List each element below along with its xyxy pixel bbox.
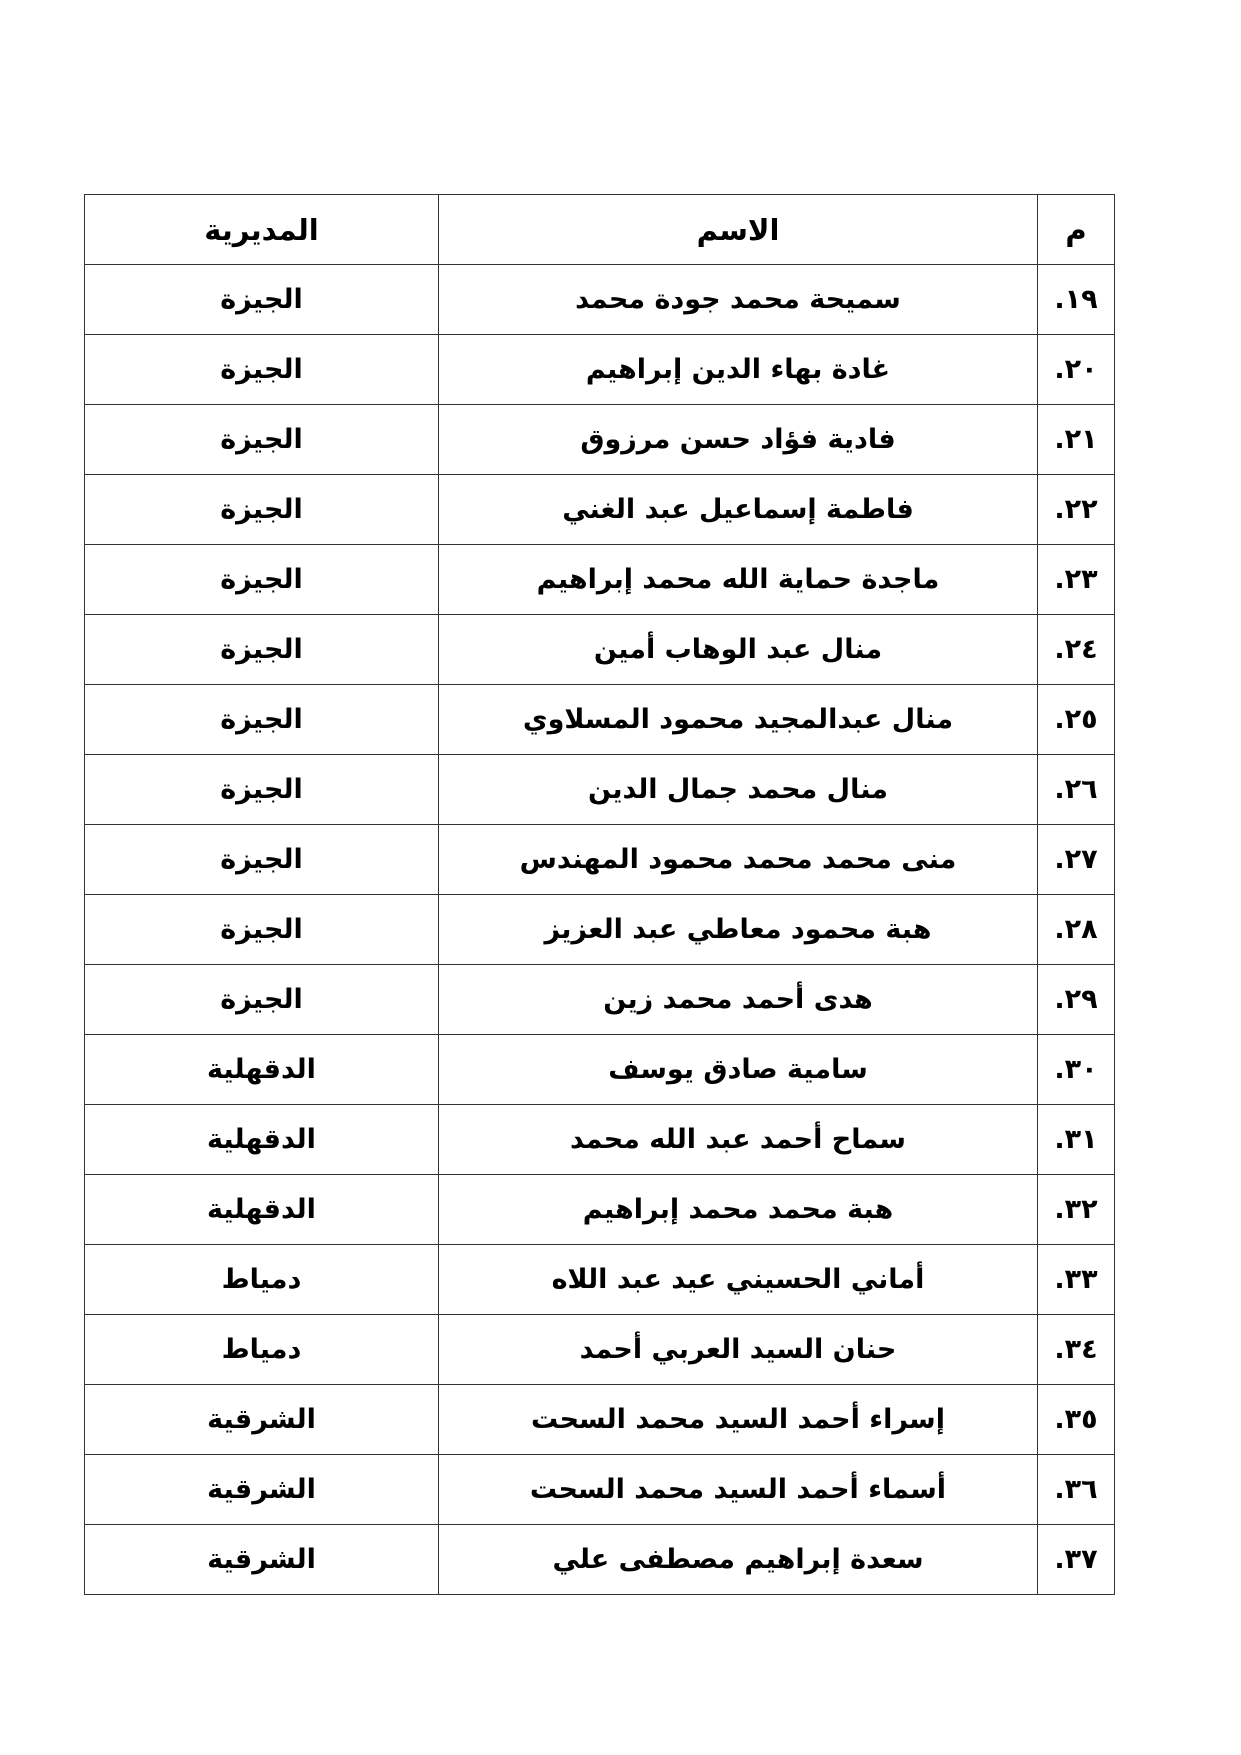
row-name: أماني الحسيني عيد عبد اللاه	[438, 1244, 1038, 1315]
table-row: ٢٣. ماجدة حماية الله محمد إبراهيم الجيزة	[84, 544, 1115, 615]
row-directorate: الشرقية	[84, 1384, 439, 1455]
row-directorate: الجيزة	[84, 334, 439, 405]
row-directorate: الجيزة	[84, 684, 439, 755]
row-name: غادة بهاء الدين إبراهيم	[438, 334, 1038, 405]
header-num: م	[1037, 194, 1115, 265]
row-directorate: الجيزة	[84, 964, 439, 1035]
row-number: ٣٦.	[1037, 1454, 1115, 1525]
row-name: منى محمد محمد محمود المهندس	[438, 824, 1038, 895]
table-row: ٢٤. منال عبد الوهاب أمين الجيزة	[84, 614, 1115, 685]
row-name: منال محمد جمال الدين	[438, 754, 1038, 825]
row-name: فادية فؤاد حسن مرزوق	[438, 404, 1038, 475]
table-row: ٣٣. أماني الحسيني عيد عبد اللاه دمياط	[84, 1244, 1115, 1315]
table-row: ٣٤. حنان السيد العربي أحمد دمياط	[84, 1314, 1115, 1385]
row-number: ٣٢.	[1037, 1174, 1115, 1245]
row-name: ماجدة حماية الله محمد إبراهيم	[438, 544, 1038, 615]
row-name: هبة محمود معاطي عبد العزيز	[438, 894, 1038, 965]
row-name: هدى أحمد محمد زين	[438, 964, 1038, 1035]
row-number: ٣٠.	[1037, 1034, 1115, 1105]
row-number: ٢٢.	[1037, 474, 1115, 545]
row-number: ٢١.	[1037, 404, 1115, 475]
row-number: ٢٠.	[1037, 334, 1115, 405]
row-directorate: الجيزة	[84, 544, 439, 615]
row-name: سماح أحمد عبد الله محمد	[438, 1104, 1038, 1175]
row-name: هبة محمد محمد إبراهيم	[438, 1174, 1038, 1245]
table-row: ٢٧. منى محمد محمد محمود المهندس الجيزة	[84, 824, 1115, 895]
row-name: إسراء أحمد السيد محمد السحت	[438, 1384, 1038, 1455]
row-directorate: الدقهلية	[84, 1174, 439, 1245]
row-number: ٢٦.	[1037, 754, 1115, 825]
row-number: ٢٤.	[1037, 614, 1115, 685]
table-row: ٢٩. هدى أحمد محمد زين الجيزة	[84, 964, 1115, 1035]
row-directorate: الجيزة	[84, 264, 439, 335]
row-directorate: الجيزة	[84, 824, 439, 895]
row-number: ٣٥.	[1037, 1384, 1115, 1455]
row-name: أسماء أحمد السيد محمد السحت	[438, 1454, 1038, 1525]
header-row: م الاسم المديرية	[84, 194, 1115, 265]
table-row: ٣٧. سعدة إبراهيم مصطفى علي الشرقية	[84, 1524, 1115, 1595]
header-name: الاسم	[438, 194, 1038, 265]
row-directorate: الشرقية	[84, 1524, 439, 1595]
row-directorate: دمياط	[84, 1314, 439, 1385]
table-row: ٢٦. منال محمد جمال الدين الجيزة	[84, 754, 1115, 825]
row-name: منال عبد الوهاب أمين	[438, 614, 1038, 685]
row-number: ٢٩.	[1037, 964, 1115, 1035]
table-row: ٢٠. غادة بهاء الدين إبراهيم الجيزة	[84, 334, 1115, 405]
row-name: سعدة إبراهيم مصطفى علي	[438, 1524, 1038, 1595]
table-row: ٢٥. منال عبدالمجيد محمود المسلاوي الجيزة	[84, 684, 1115, 755]
row-number: ٢٣.	[1037, 544, 1115, 615]
table-row: ٣٦. أسماء أحمد السيد محمد السحت الشرقية	[84, 1454, 1115, 1525]
table-row: ٣١. سماح أحمد عبد الله محمد الدقهلية	[84, 1104, 1115, 1175]
row-number: ٢٨.	[1037, 894, 1115, 965]
row-directorate: الجيزة	[84, 474, 439, 545]
row-directorate: دمياط	[84, 1244, 439, 1315]
row-directorate: الدقهلية	[84, 1034, 439, 1105]
row-directorate: الدقهلية	[84, 1104, 439, 1175]
row-directorate: الجيزة	[84, 404, 439, 475]
names-table: م الاسم المديرية ١٩. سميحة محمد جودة محمد…	[84, 194, 1115, 1595]
table-row: ٣٢. هبة محمد محمد إبراهيم الدقهلية	[84, 1174, 1115, 1245]
row-name: منال عبدالمجيد محمود المسلاوي	[438, 684, 1038, 755]
row-name: سامية صادق يوسف	[438, 1034, 1038, 1105]
table-row: ١٩. سميحة محمد جودة محمد الجيزة	[84, 264, 1115, 335]
header-directorate: المديرية	[84, 194, 439, 265]
row-number: ٣٤.	[1037, 1314, 1115, 1385]
table-row: ٢٨. هبة محمود معاطي عبد العزيز الجيزة	[84, 894, 1115, 965]
table-row: ٣٥. إسراء أحمد السيد محمد السحت الشرقية	[84, 1384, 1115, 1455]
table-row: ٣٠. سامية صادق يوسف الدقهلية	[84, 1034, 1115, 1105]
row-name: حنان السيد العربي أحمد	[438, 1314, 1038, 1385]
row-number: ١٩.	[1037, 264, 1115, 335]
row-number: ٣٧.	[1037, 1524, 1115, 1595]
row-directorate: الجيزة	[84, 754, 439, 825]
row-number: ٢٥.	[1037, 684, 1115, 755]
row-directorate: الشرقية	[84, 1454, 439, 1525]
row-name: سميحة محمد جودة محمد	[438, 264, 1038, 335]
row-number: ٢٧.	[1037, 824, 1115, 895]
row-directorate: الجيزة	[84, 614, 439, 685]
table-row: ٢٢. فاطمة إسماعيل عبد الغني الجيزة	[84, 474, 1115, 545]
row-name: فاطمة إسماعيل عبد الغني	[438, 474, 1038, 545]
row-number: ٣٣.	[1037, 1244, 1115, 1315]
row-directorate: الجيزة	[84, 894, 439, 965]
table-row: ٢١. فادية فؤاد حسن مرزوق الجيزة	[84, 404, 1115, 475]
row-number: ٣١.	[1037, 1104, 1115, 1175]
